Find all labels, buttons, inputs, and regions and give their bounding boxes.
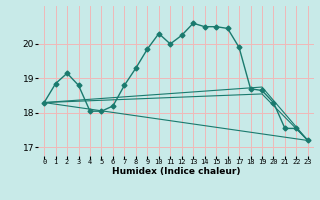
X-axis label: Humidex (Indice chaleur): Humidex (Indice chaleur) [112,167,240,176]
